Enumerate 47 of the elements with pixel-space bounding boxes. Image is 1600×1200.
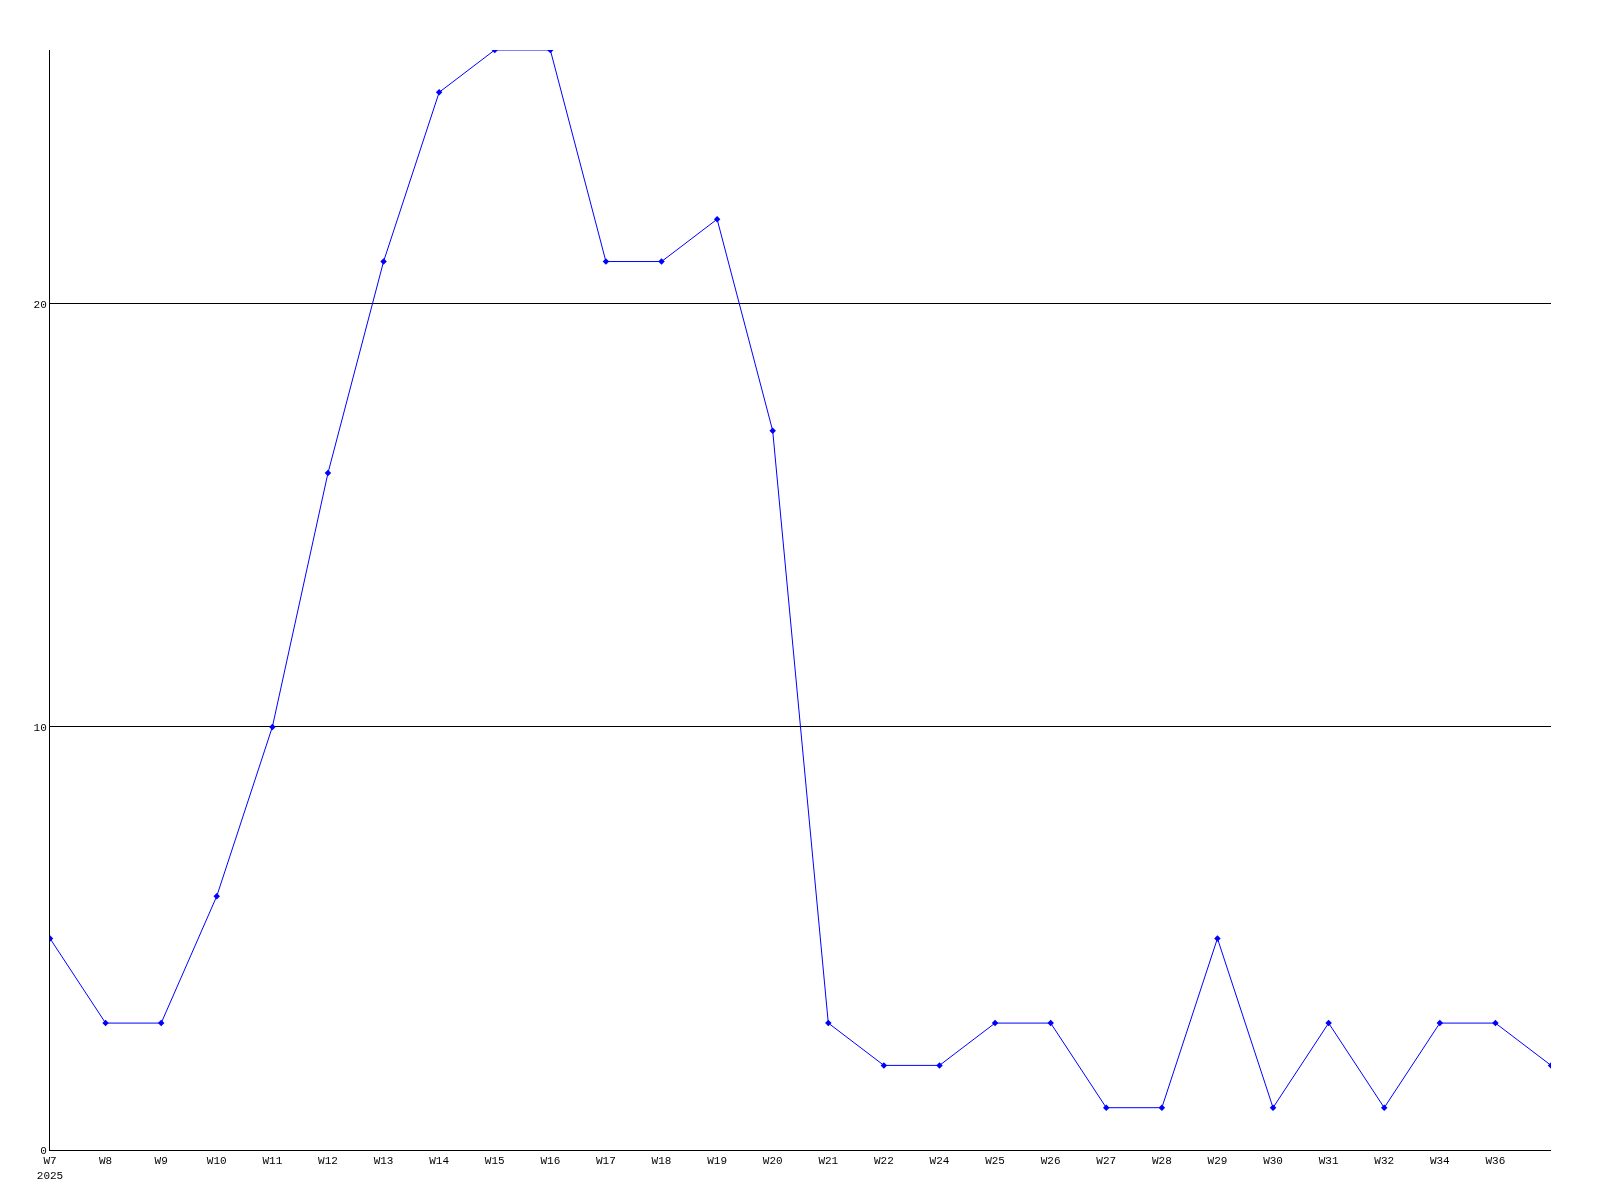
x-tick-label: W15 — [484, 1155, 505, 1168]
x-tick-label: W12 — [318, 1155, 338, 1168]
y-tick-label: 20 — [33, 298, 47, 311]
x-tick-label: W18 — [651, 1155, 672, 1168]
x-tick-label: W36 — [1485, 1155, 1506, 1168]
point — [1436, 1019, 1444, 1027]
line-series — [50, 50, 1551, 1111]
point — [658, 258, 665, 265]
x-tick-label: W22 — [873, 1155, 894, 1168]
x-tick-label: W9 — [154, 1155, 168, 1168]
x-tick-label: W8 — [98, 1155, 113, 1168]
x-tick-label: W17 — [596, 1155, 616, 1168]
x-tick-label: W19 — [707, 1155, 728, 1168]
point — [825, 1019, 832, 1027]
x-tick-label: W16 — [540, 1155, 561, 1168]
x-tick-label: W30 — [1263, 1155, 1283, 1168]
point — [936, 1062, 943, 1069]
point — [991, 1019, 999, 1027]
x-tick-label: W11 — [262, 1155, 283, 1168]
x-tick-label: W20 — [762, 1155, 783, 1168]
x-tick-label: W34 — [1429, 1155, 1451, 1168]
x-tick-label: W26 — [1040, 1155, 1061, 1168]
point — [380, 258, 387, 265]
x-tick-label: W13 — [373, 1155, 394, 1168]
x-tick-label: W27 — [1096, 1155, 1117, 1168]
point — [713, 215, 721, 223]
x-tick-label: W31 — [1318, 1155, 1339, 1168]
x-tick-label: W10 — [206, 1155, 227, 1168]
point — [769, 427, 776, 435]
point — [1103, 1104, 1110, 1111]
point — [324, 469, 332, 477]
x-tick-label: W21 — [818, 1155, 839, 1168]
y-tick-label: 0 — [40, 1144, 47, 1157]
x-tick-label: W29 — [1207, 1155, 1228, 1168]
point — [213, 892, 221, 900]
y-tick-label: 10 — [33, 721, 47, 734]
point — [1214, 935, 1221, 942]
point — [435, 89, 443, 96]
x-tick-label: W25 — [985, 1155, 1005, 1168]
x-tick-label: W24 — [929, 1155, 950, 1168]
x-tick-label: W28 — [1151, 1155, 1172, 1168]
point — [1158, 1104, 1166, 1111]
point — [157, 1019, 165, 1027]
x-tick-label: W14 — [429, 1155, 450, 1168]
x-tick-label: W32 — [1374, 1155, 1395, 1168]
x-tick-label: W7 2025 — [36, 1155, 64, 1182]
point — [1380, 1104, 1388, 1111]
